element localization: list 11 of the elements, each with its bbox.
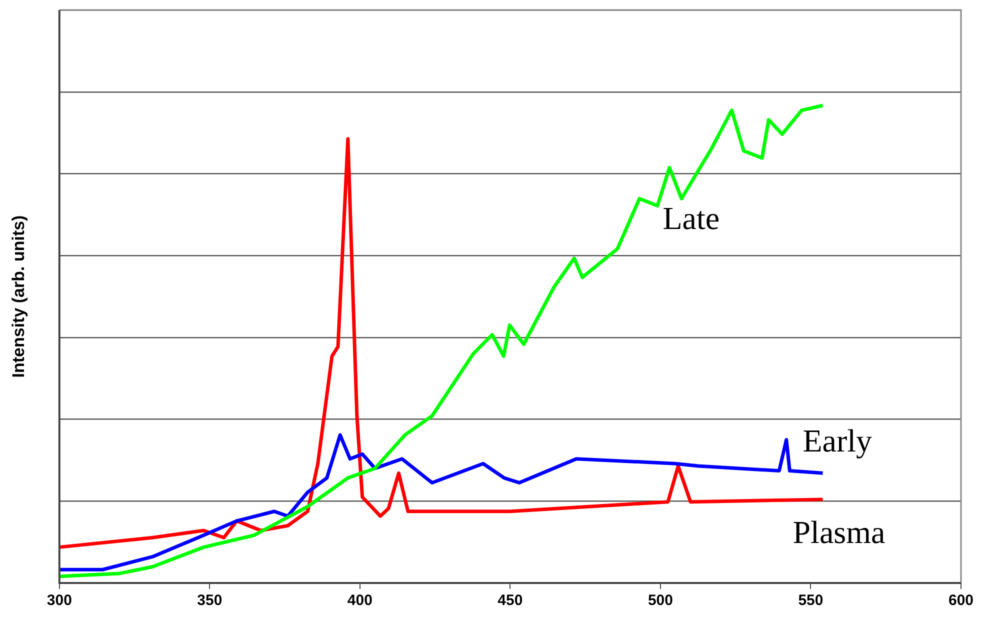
x-tick-label: 600 (948, 592, 974, 610)
y-axis-title: Intensity (arb. units) (8, 215, 28, 378)
series-label: Early (802, 422, 872, 459)
x-tick-label: 500 (648, 592, 673, 610)
x-tick-label: 350 (197, 592, 222, 610)
series-label: Plasma (792, 514, 886, 550)
x-tick-label: 450 (498, 592, 523, 610)
series-label: Late (662, 200, 720, 236)
x-tick-label: 550 (798, 592, 824, 610)
x-tick-label: 300 (46, 592, 72, 610)
x-tick-label: 400 (347, 592, 372, 610)
